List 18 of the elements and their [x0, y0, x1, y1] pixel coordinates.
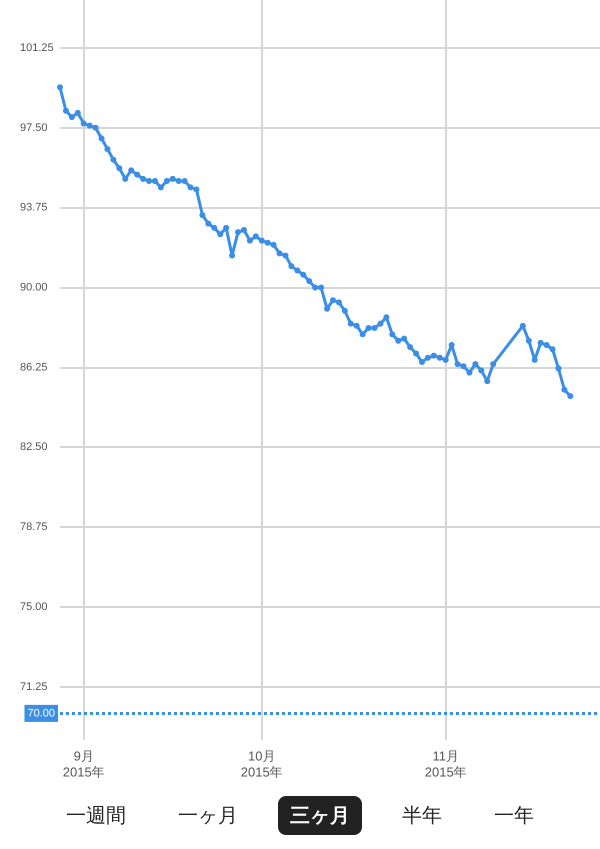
y-tick-label: 78.75: [20, 521, 48, 534]
text: 半年: [401, 802, 443, 828]
y-tick-label: 86.25: [20, 361, 48, 374]
y-tick-label: 101.25: [20, 42, 54, 54]
y-tick-label: 82.50: [20, 441, 48, 454]
y-tick-label: 93.75: [20, 202, 48, 214]
y-tick-label: 97.50: [20, 122, 48, 134]
ref-line-label: 70.00: [27, 707, 55, 720]
y-tick-label: 75.00: [20, 600, 48, 613]
text: 一週間: [65, 802, 127, 828]
y-tick-label: 90.00: [20, 281, 48, 294]
text: 一年: [493, 802, 535, 828]
x-tick-label: 11月 2015年: [424, 748, 467, 780]
x-tick-label: 10月 2015年: [240, 748, 283, 780]
y-tick-label: 71.25: [20, 680, 48, 693]
text: 三ヶ月: [278, 796, 362, 834]
x-tick-label: 9月 2015年: [62, 748, 105, 780]
text: 一ヶ月: [177, 802, 239, 828]
